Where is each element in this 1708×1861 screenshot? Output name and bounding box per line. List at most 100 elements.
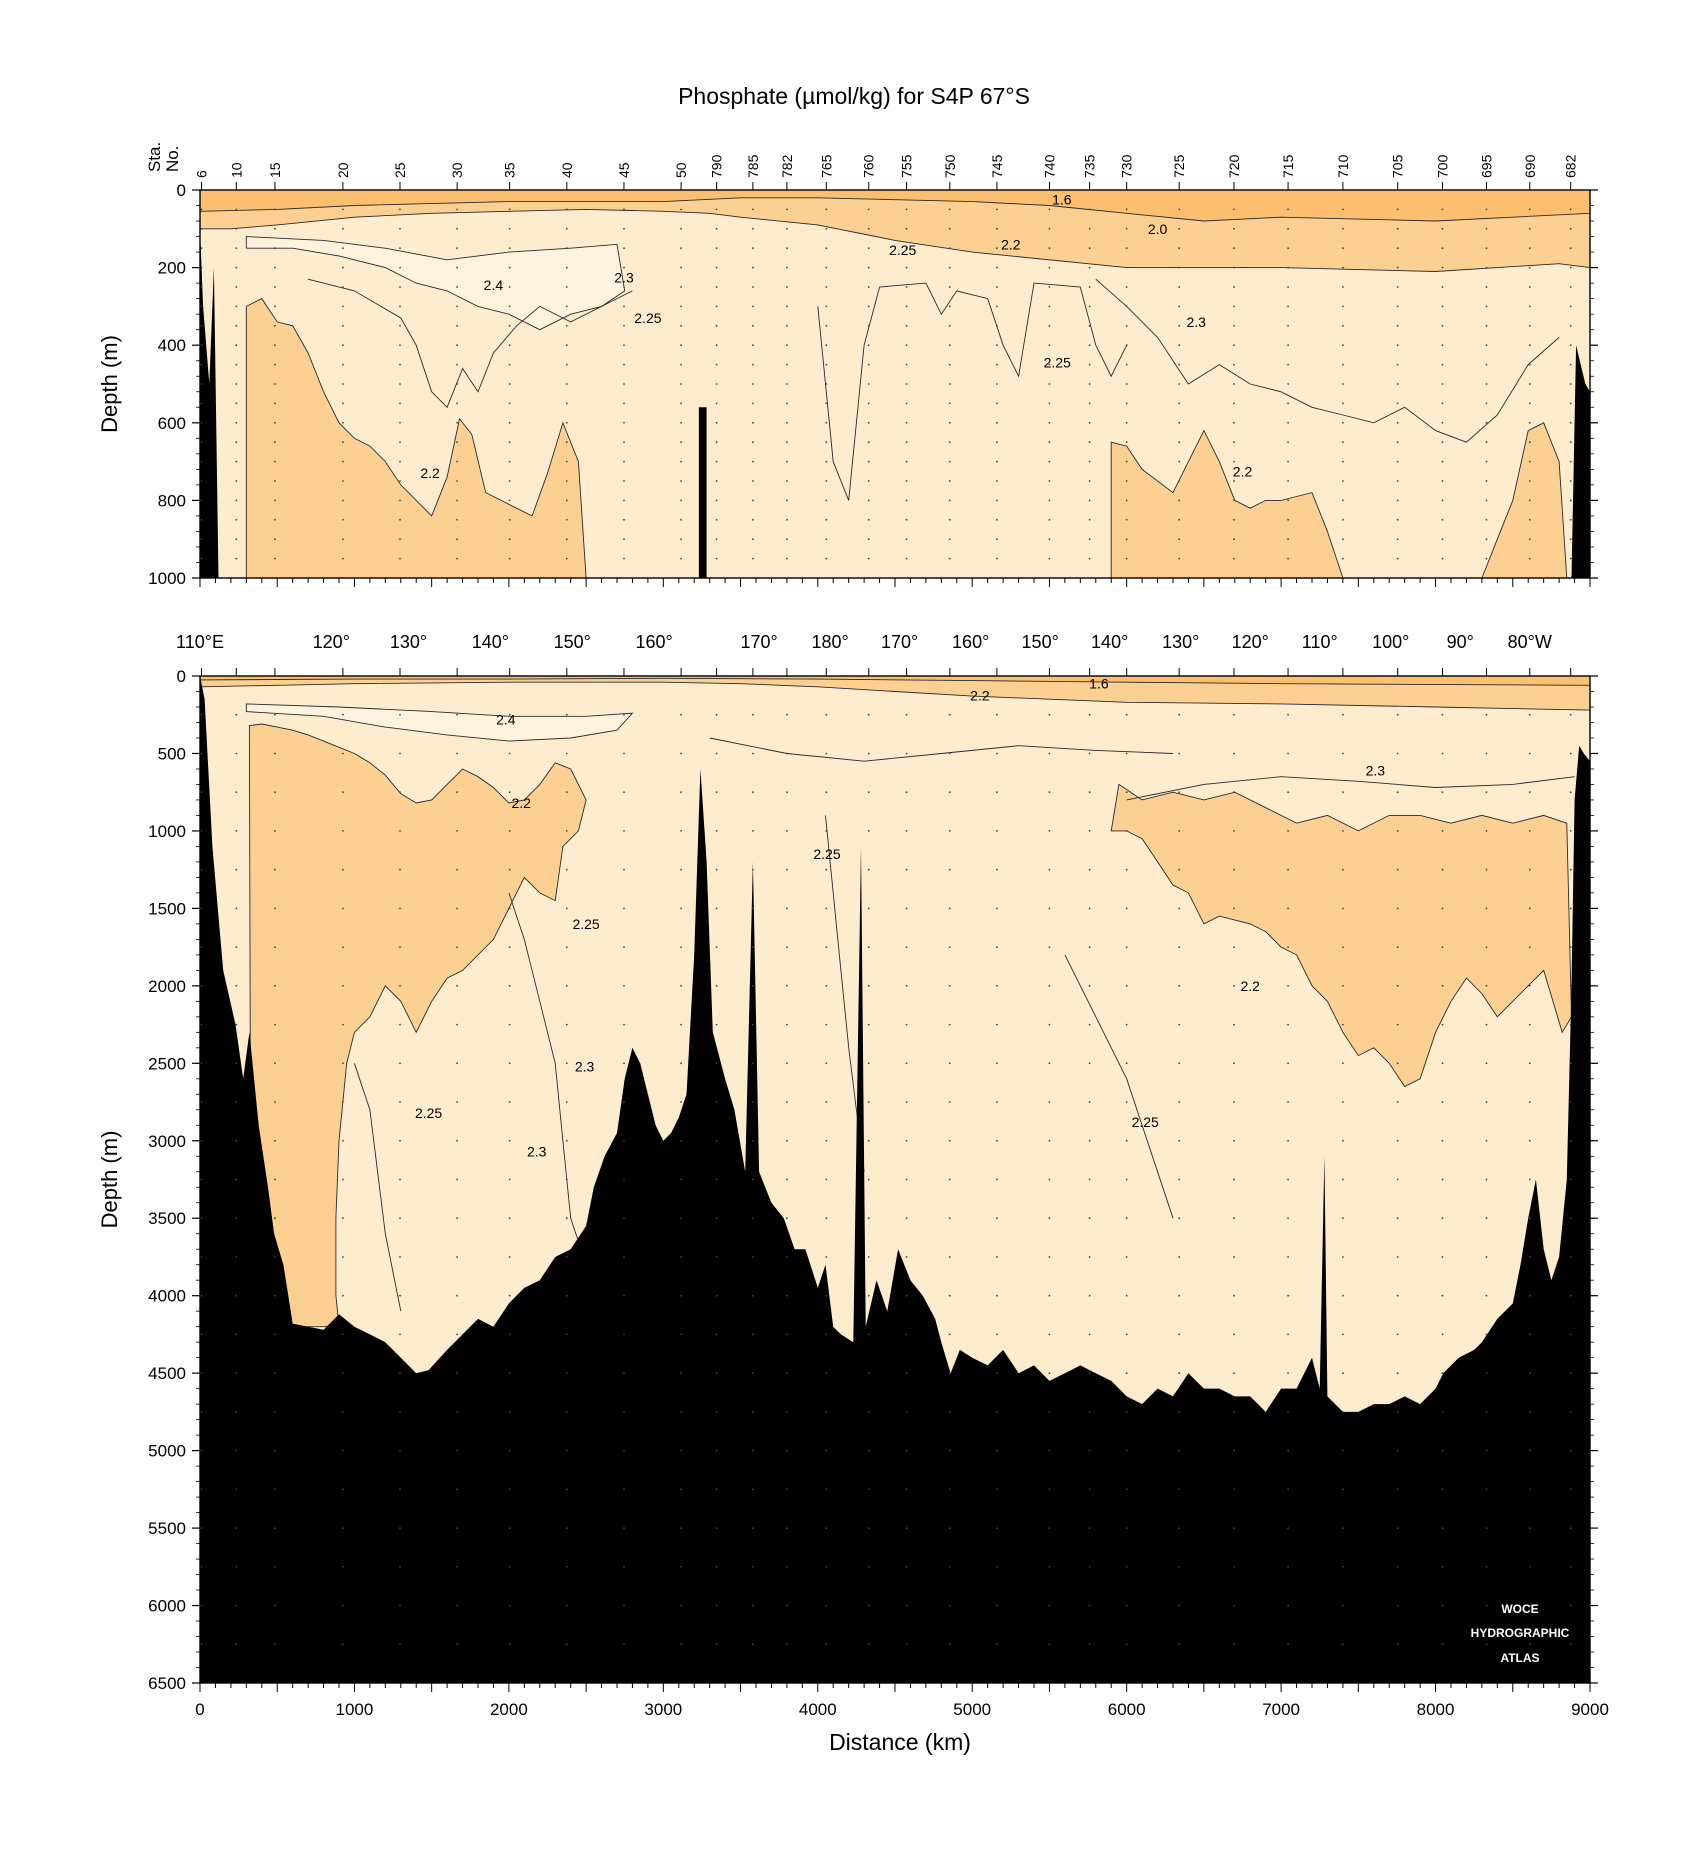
x-tick-label: 9000 <box>1571 1700 1609 1719</box>
sample-dot <box>752 227 754 230</box>
sample-dot <box>825 946 828 948</box>
sample-dot <box>1088 1178 1091 1181</box>
sample-dot <box>1287 1488 1289 1491</box>
sample-dot <box>1048 1372 1051 1375</box>
sample-dot <box>1233 1333 1235 1336</box>
sample-dot <box>274 1333 276 1336</box>
sample-dot <box>623 227 625 230</box>
sample-dot <box>1441 1217 1444 1220</box>
station-label: 682 <box>1563 154 1579 178</box>
sample-dot <box>200 791 203 794</box>
sample-dot <box>623 441 625 444</box>
sample-dot <box>867 1217 870 1220</box>
sample-dot <box>508 1023 511 1026</box>
sample-dot <box>565 324 568 327</box>
sample-dot <box>274 907 276 910</box>
sample-dot <box>274 227 276 230</box>
sample-dot <box>235 421 238 424</box>
sample-dot <box>1569 324 1572 327</box>
sample-dot <box>508 752 511 755</box>
sample-dot <box>1048 1023 1051 1026</box>
sample-dot <box>1485 441 1488 444</box>
sample-dot <box>1441 1062 1444 1065</box>
sample-dot <box>1569 1643 1572 1646</box>
sample-dot <box>1287 557 1289 560</box>
sample-dot <box>456 557 458 560</box>
sample-dot <box>867 868 870 871</box>
sample-dot <box>200 1178 203 1181</box>
sample-dot <box>680 266 682 269</box>
y-tick-label: 5000 <box>148 1442 186 1461</box>
sample-dot <box>1396 227 1399 230</box>
sample-dot <box>200 208 203 211</box>
contour-label: 2.3 <box>575 1058 595 1074</box>
sample-dot <box>1528 1139 1531 1142</box>
sample-dot <box>825 402 828 405</box>
sample-dot <box>200 830 203 832</box>
sample-dot <box>1528 1527 1531 1529</box>
sample-dot <box>825 752 828 755</box>
sample-dot <box>1125 247 1128 250</box>
sample-dot <box>1528 518 1531 521</box>
sample-dot <box>508 1565 511 1568</box>
sample-dot <box>274 247 276 250</box>
sample-dot <box>786 1217 788 1220</box>
sample-dot <box>1088 1294 1091 1297</box>
sample-dot <box>1528 208 1531 211</box>
sample-dot <box>1178 344 1181 347</box>
sample-dot <box>1569 907 1572 910</box>
sample-dot <box>1048 1062 1051 1065</box>
sample-dot <box>1342 208 1344 211</box>
sample-dot <box>399 460 401 463</box>
sample-dot <box>786 499 788 502</box>
sample-dot <box>948 713 951 716</box>
sample-dot <box>623 208 625 211</box>
sample-dot <box>905 1449 908 1452</box>
sample-dot <box>825 305 828 308</box>
sample-dot <box>508 1527 511 1529</box>
sample-dot <box>623 518 625 521</box>
sample-dot <box>235 1565 238 1568</box>
sample-dot <box>786 266 788 269</box>
sample-dot <box>1441 480 1444 482</box>
sample-dot <box>715 1411 718 1413</box>
sample-dot <box>825 208 828 211</box>
contour-label: 2.25 <box>1132 1114 1159 1130</box>
sample-dot <box>1178 1411 1181 1413</box>
sample-dot <box>1528 752 1531 755</box>
sample-dot <box>752 1527 754 1529</box>
sample-dot <box>235 1449 238 1452</box>
sample-dot <box>825 421 828 424</box>
station-label: 700 <box>1435 154 1451 178</box>
sample-dot <box>342 1217 344 1220</box>
sample-dot <box>1125 1643 1128 1646</box>
sample-dot <box>456 499 458 502</box>
sample-dot <box>508 286 511 288</box>
longitude-label: 110° <box>1302 632 1338 652</box>
sample-dot <box>1048 363 1051 366</box>
sample-dot <box>623 1256 625 1258</box>
sample-dot <box>1178 402 1181 405</box>
sample-dot <box>565 1139 568 1142</box>
sample-dot <box>274 713 276 716</box>
sample-dot <box>235 518 238 521</box>
contour-2.25-mid <box>817 282 1128 501</box>
sample-dot <box>342 480 344 482</box>
sample-dot <box>456 305 458 308</box>
sample-dot <box>1569 1565 1572 1568</box>
sample-dot <box>565 208 568 211</box>
sample-dot <box>867 227 870 230</box>
sample-dot <box>1125 557 1128 560</box>
sample-dot <box>825 499 828 502</box>
sample-dot <box>1233 344 1235 347</box>
sample-dot <box>867 441 870 444</box>
sample-dot <box>715 460 718 463</box>
station-label: 10 <box>228 162 244 178</box>
sample-dot <box>680 1372 682 1375</box>
sample-dot <box>1048 868 1051 871</box>
sample-dot <box>996 344 998 347</box>
sample-dot <box>1342 344 1344 347</box>
sample-dot <box>1287 460 1289 463</box>
sample-dot <box>342 208 344 211</box>
sample-dot <box>623 538 625 541</box>
